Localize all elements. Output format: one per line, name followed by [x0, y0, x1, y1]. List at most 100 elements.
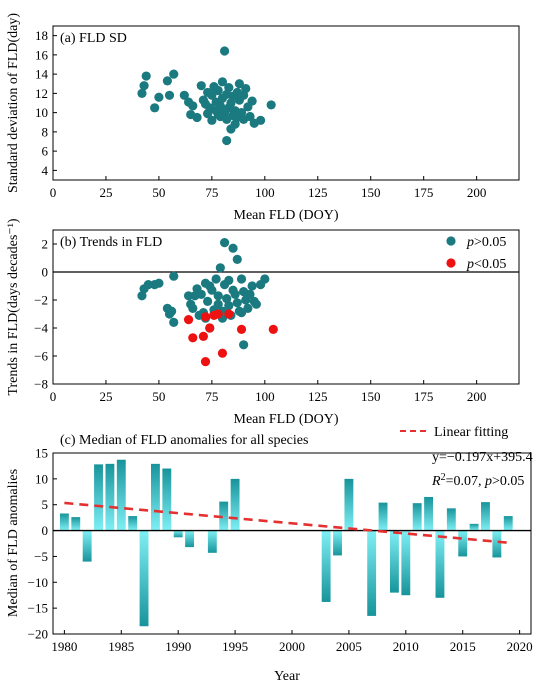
fit-statistics: R2=0.07, p>0.05 [431, 472, 524, 490]
sd-point [219, 46, 230, 56]
anomaly-bar [230, 478, 240, 531]
panel-a-ytick-label: 16 [35, 47, 49, 62]
legend-marker-significant [446, 258, 456, 268]
trend-point-not-significant [143, 280, 153, 290]
anomaly-bar [503, 516, 513, 531]
trend-point-not-significant [239, 340, 249, 350]
trend-point-not-significant [224, 275, 234, 285]
panel-b-ytick-label: −4 [34, 321, 48, 336]
panel-c-ytick-label: 5 [42, 497, 49, 512]
anomaly-bar [492, 530, 502, 558]
panel-c-ytick-label: −20 [28, 627, 48, 642]
panel-c-xtick-label: 2010 [393, 639, 419, 654]
sd-point [162, 76, 172, 86]
trend-point-not-significant [203, 296, 213, 306]
sd-point [139, 81, 149, 91]
trend-point-not-significant [222, 294, 232, 304]
panel-c-ylabel: Median of FLD anomalies [6, 469, 21, 617]
panel-c-ytick-label: 10 [35, 471, 48, 486]
panel-b-xtick-label: 150 [361, 389, 381, 404]
trend-point-not-significant [207, 285, 217, 295]
anomaly-bar [333, 530, 342, 556]
anomaly-bar [139, 530, 149, 627]
trend-point-significant [183, 315, 194, 325]
legend-fit-label: Linear fitting [434, 425, 508, 440]
sd-point [215, 101, 225, 111]
panel-a-ytick-label: 18 [35, 28, 48, 43]
sd-point [192, 112, 202, 123]
anomaly-bar [207, 530, 217, 553]
trend-point-not-significant [224, 301, 234, 311]
trend-point-not-significant [154, 278, 164, 288]
anomaly-bar [128, 516, 138, 531]
trend-point-not-significant [213, 299, 223, 309]
trend-point-significant [188, 333, 198, 343]
panel-b: (b) Trends in FLD 0 25 50 75 100 125 150 175 200… [6, 218, 520, 427]
panel-a-ytick-label: 8 [42, 124, 49, 139]
anomaly-bar [481, 502, 490, 531]
trend-point-not-significant [245, 289, 255, 299]
panel-a-title: (a) FLD SD [60, 31, 127, 46]
anomaly-bar [185, 530, 195, 548]
trend-point-not-significant [247, 281, 257, 291]
panel-a-xtick-label: 25 [99, 185, 112, 200]
panel-b-xtick-label: 200 [467, 389, 487, 404]
legend-label-significant: p<0.05 [466, 257, 506, 272]
panel-b-title: (b) Trends in FLD [60, 235, 162, 250]
panel-c-ytick-label: 0 [42, 523, 49, 538]
anomaly-bar [105, 463, 115, 531]
panel-a-xtick-label: 50 [152, 185, 165, 200]
anomaly-bar [219, 501, 229, 531]
panel-b-xtick-label: 75 [205, 389, 218, 404]
anomaly-bar [82, 530, 92, 562]
panel-c-xtick-label: 1995 [222, 639, 248, 654]
legend-marker-not-significant [446, 236, 456, 246]
trend-point-significant [200, 312, 211, 322]
trend-point-significant [198, 331, 208, 341]
panel-c-legend: Linear fitting y=−0.197x+395.4 R2=0.07, … [400, 425, 533, 489]
trend-point-not-significant [232, 254, 242, 264]
panel-b-frame [52, 229, 520, 385]
trend-point-not-significant [232, 298, 242, 308]
panel-c-ticks: 1980 1985 1990 1995 2000 2005 2010 2015 2020 −20 −… [28, 446, 533, 655]
anomaly-bar [162, 468, 172, 531]
sd-point [196, 81, 206, 91]
panel-b-legend: p>0.05 p<0.05 [446, 235, 506, 272]
sd-point [245, 111, 255, 122]
trend-point-not-significant [196, 289, 206, 299]
sd-point [222, 135, 232, 146]
panel-a-xtick-label: 175 [414, 185, 434, 200]
trend-point-significant [200, 357, 211, 367]
panel-b-ytick-label: −6 [34, 349, 48, 364]
legend-label-not-significant: p>0.05 [466, 235, 506, 250]
sd-point [213, 85, 223, 96]
trend-point-not-significant [211, 274, 221, 284]
trend-point-not-significant [169, 271, 179, 281]
panel-a-points [137, 46, 276, 146]
panel-c-ytick-label: 15 [35, 446, 48, 461]
panel-a-xtick-label: 125 [308, 185, 328, 200]
panel-c-xtick-label: 2015 [450, 639, 476, 654]
trend-point-not-significant [169, 317, 179, 327]
panel-a-ytick-label: 14 [35, 67, 49, 82]
trend-point-not-significant [167, 306, 177, 316]
panel-c-title: (c) Median of FLD anomalies for all spec… [60, 433, 308, 448]
trend-point-not-significant [215, 263, 225, 273]
trend-point-not-significant [188, 303, 198, 313]
panel-a-frame [52, 25, 520, 181]
anomaly-bar [173, 530, 183, 538]
anomaly-bar [116, 459, 126, 531]
trend-point-not-significant [213, 291, 223, 301]
anomaly-bar [446, 508, 456, 531]
panel-a-xtick-label: 0 [50, 185, 57, 200]
panel-c-ytick-label: −10 [28, 575, 48, 590]
panel-c-bars [59, 459, 513, 627]
anomaly-bar [378, 502, 388, 531]
trend-point-not-significant [230, 289, 240, 299]
panel-c-xtick-label: 2020 [507, 639, 533, 654]
panel-b-ylabel: Trends in FLD(days decades⁻¹) [6, 218, 21, 395]
sd-point [234, 79, 244, 89]
sd-point [224, 83, 234, 93]
sd-point [137, 88, 147, 98]
